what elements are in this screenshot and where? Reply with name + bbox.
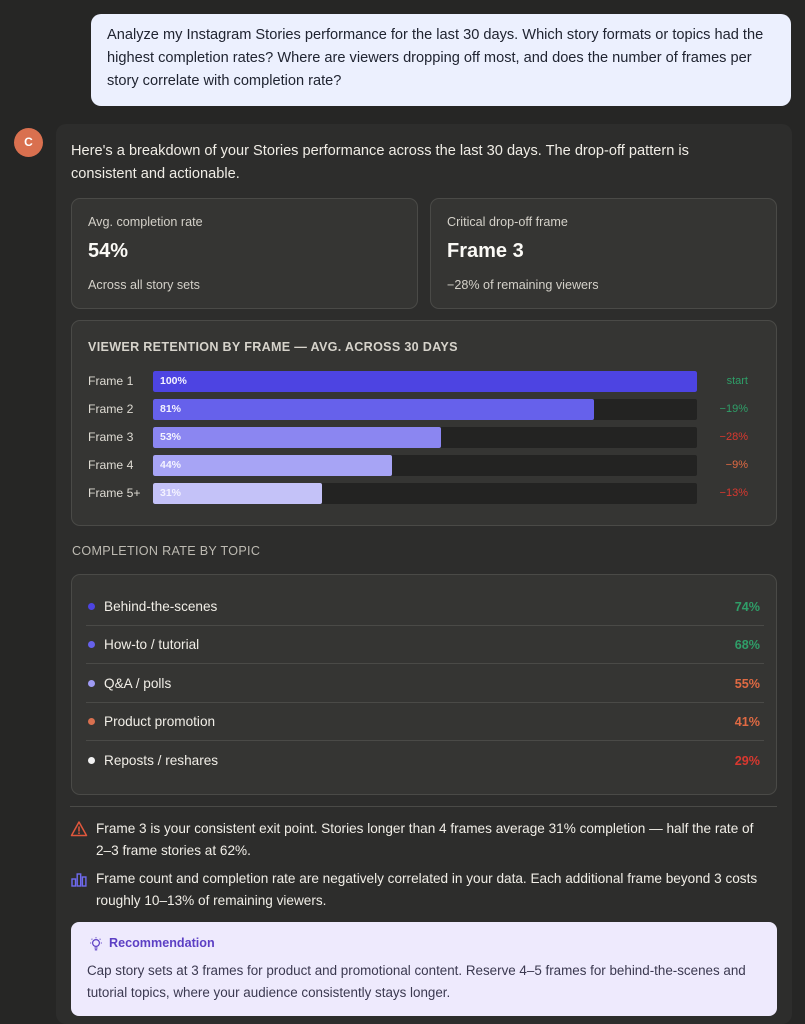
recommendation-title: Recommendation bbox=[109, 936, 215, 950]
retention-frame-label: Frame 5+ bbox=[88, 486, 141, 500]
retention-bar-label: 44% bbox=[160, 459, 182, 471]
retention-bar-fill: 53% bbox=[153, 427, 442, 448]
stat-card-dropoff: Critical drop-off frame Frame 3 −28% of … bbox=[430, 198, 777, 309]
retention-row: Frame 2 81% −19% bbox=[88, 399, 748, 420]
topic-row: Reposts / reshares 29% bbox=[86, 742, 764, 780]
retention-delta: −9% bbox=[725, 459, 748, 471]
topic-label: Product promotion bbox=[104, 714, 216, 729]
retention-chart-card: VIEWER RETENTION BY FRAME — AVG. ACROSS … bbox=[71, 320, 777, 526]
reply-intro: Here's a breakdown of your Stories perfo… bbox=[71, 143, 689, 182]
topic-dot bbox=[88, 603, 95, 610]
topic-label: Reposts / reshares bbox=[104, 753, 219, 768]
topic-completion-value: 68% bbox=[734, 638, 760, 652]
recommendation-box: Recommendation Cap story sets at 3 frame… bbox=[71, 922, 777, 1016]
lightbulb-icon bbox=[90, 937, 102, 951]
retention-bar-label: 81% bbox=[160, 403, 182, 415]
topic-label: Q&A / polls bbox=[104, 676, 172, 691]
retention-row: Frame 3 53% −28% bbox=[88, 427, 748, 448]
retention-bar-track: 53% bbox=[153, 427, 697, 448]
stat-value: Frame 3 bbox=[447, 240, 524, 262]
retention-bar-label: 100% bbox=[160, 375, 187, 387]
retention-bar-track: 31% bbox=[153, 483, 697, 504]
retention-row: Frame 4 44% −9% bbox=[88, 455, 748, 476]
retention-frame-label: Frame 4 bbox=[88, 458, 134, 472]
insight-text: Frame 3 is your consistent exit point. S… bbox=[96, 821, 754, 858]
recommendation-body: Cap story sets at 3 frames for product a… bbox=[87, 963, 746, 1000]
topic-completion-value: 74% bbox=[734, 600, 760, 614]
insight-text: Frame count and completion rate are nega… bbox=[96, 871, 758, 908]
retention-frame-label: Frame 1 bbox=[88, 374, 134, 388]
assistant-reply: Here's a breakdown of your Stories perfo… bbox=[56, 124, 792, 1024]
topic-completion-value: 41% bbox=[734, 715, 760, 729]
topic-completion-value: 55% bbox=[734, 677, 760, 691]
retention-row: Frame 1 100% start bbox=[88, 371, 748, 392]
retention-bar-label: 53% bbox=[160, 431, 182, 443]
topic-completion-value: 29% bbox=[734, 754, 760, 768]
retention-bar-fill: 31% bbox=[153, 483, 322, 504]
retention-bar-fill: 81% bbox=[153, 399, 594, 420]
topic-dot bbox=[88, 757, 95, 764]
topic-row: How-to / tutorial 68% bbox=[86, 626, 764, 664]
topic-row: Product promotion 41% bbox=[86, 703, 764, 741]
retention-delta: −19% bbox=[719, 403, 748, 415]
retention-delta: −28% bbox=[719, 431, 748, 443]
stat-subtext: −28% of remaining viewers bbox=[447, 278, 599, 292]
stat-card-completion: Avg. completion rate 54% Across all stor… bbox=[71, 198, 418, 309]
user-message-text: Analyze my Instagram Stories performance… bbox=[107, 27, 764, 89]
stat-label: Critical drop-off frame bbox=[447, 215, 568, 229]
retention-delta: start bbox=[726, 375, 748, 387]
retention-frame-label: Frame 3 bbox=[88, 430, 134, 444]
retention-row: Frame 5+ 31% −13% bbox=[88, 483, 748, 504]
retention-bar-track: 100% bbox=[153, 371, 697, 392]
user-message-bubble: Analyze my Instagram Stories performance… bbox=[91, 14, 791, 106]
retention-bar-fill: 44% bbox=[153, 455, 393, 476]
stat-value: 54% bbox=[88, 240, 129, 262]
retention-bar-track: 81% bbox=[153, 399, 697, 420]
assistant-avatar: C bbox=[14, 128, 43, 157]
retention-bar-fill: 100% bbox=[153, 371, 697, 392]
retention-frame-label: Frame 2 bbox=[88, 402, 134, 416]
retention-chart-title: VIEWER RETENTION BY FRAME — AVG. ACROSS … bbox=[88, 340, 458, 354]
section-divider bbox=[70, 806, 777, 807]
warning-icon bbox=[70, 821, 88, 837]
topics-section-title: COMPLETION RATE BY TOPIC bbox=[72, 544, 261, 558]
topic-row: Q&A / polls 55% bbox=[86, 665, 764, 703]
stat-label: Avg. completion rate bbox=[88, 215, 203, 229]
stat-subtext: Across all story sets bbox=[88, 278, 200, 292]
topic-dot bbox=[88, 718, 95, 725]
topic-dot bbox=[88, 641, 95, 648]
topic-label: Behind-the-scenes bbox=[104, 599, 218, 614]
topic-dot bbox=[88, 680, 95, 687]
bar-chart-icon bbox=[71, 873, 87, 887]
retention-bar-label: 31% bbox=[160, 487, 182, 499]
retention-bar-track: 44% bbox=[153, 455, 697, 476]
retention-delta: −13% bbox=[719, 487, 748, 499]
topic-row: Behind-the-scenes 74% bbox=[86, 588, 764, 626]
topics-card: Behind-the-scenes 74% How-to / tutorial … bbox=[71, 574, 777, 795]
topic-label: How-to / tutorial bbox=[104, 637, 200, 652]
